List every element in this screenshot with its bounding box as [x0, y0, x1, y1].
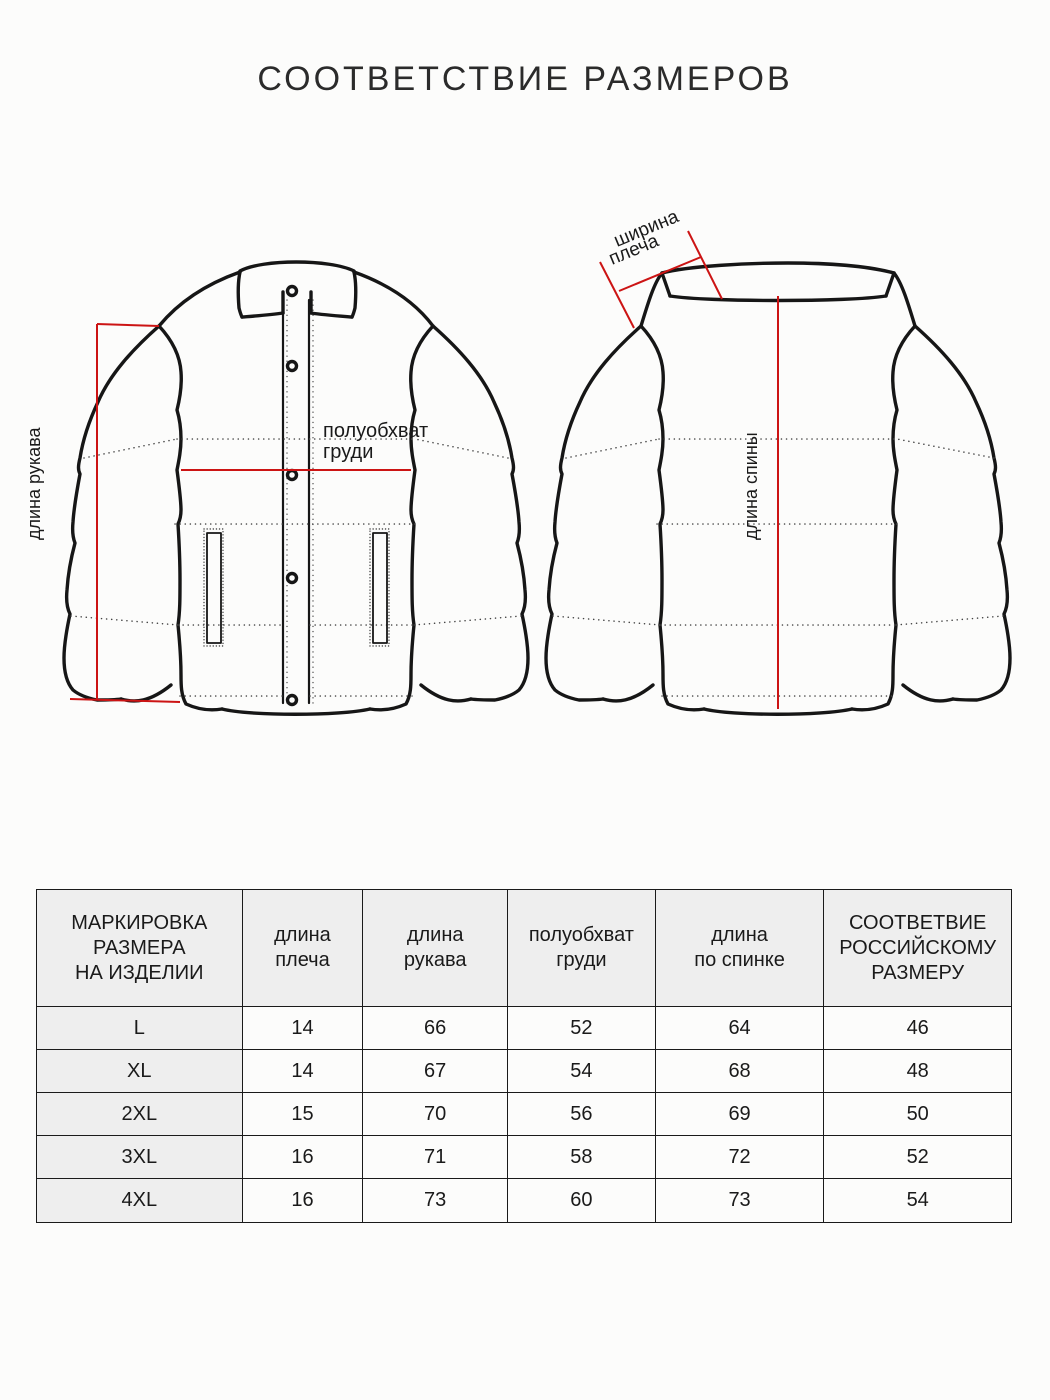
- svg-text:длина рукава: длина рукава: [24, 427, 44, 540]
- svg-text:полуобхват: полуобхват: [323, 420, 428, 442]
- svg-text:длина спины: длина спины: [741, 432, 761, 540]
- svg-text:груди: груди: [323, 441, 373, 463]
